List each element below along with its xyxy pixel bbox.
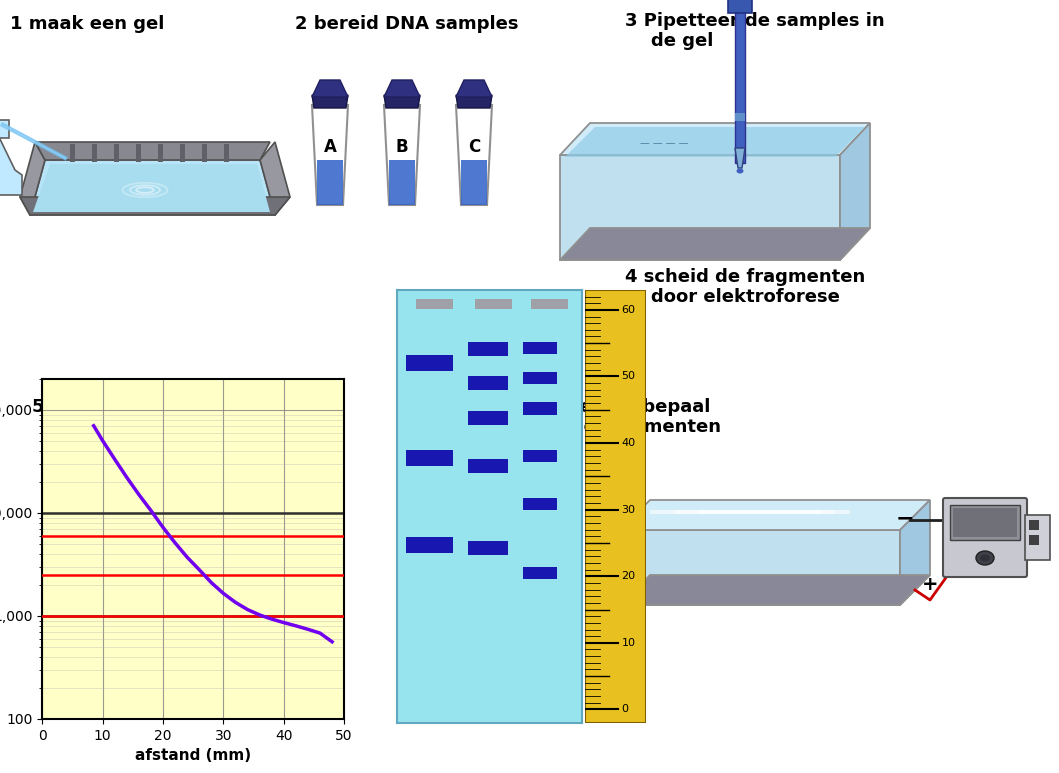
Polygon shape	[620, 500, 930, 530]
Polygon shape	[30, 160, 275, 215]
Text: C: C	[468, 138, 480, 156]
Bar	[523, 567, 557, 579]
Bar	[523, 498, 557, 510]
Bar	[1029, 535, 1039, 545]
Bar	[136, 144, 141, 162]
Text: +: +	[921, 576, 938, 594]
Text: −: −	[896, 508, 914, 528]
Polygon shape	[456, 95, 492, 108]
X-axis label: afstand (mm): afstand (mm)	[136, 748, 251, 763]
Bar	[202, 144, 207, 162]
Text: — — — —: — — — —	[640, 138, 688, 148]
Text: met bekende fragmenten: met bekende fragmenten	[52, 418, 309, 436]
FancyBboxPatch shape	[943, 498, 1027, 577]
Text: 30: 30	[622, 505, 635, 515]
Bar	[468, 411, 508, 425]
Text: 4 scheid de fragmenten: 4 scheid de fragmenten	[625, 268, 865, 286]
Bar	[180, 144, 185, 162]
Text: de gel: de gel	[651, 32, 714, 50]
Text: 5 maak een standaardcurve: 5 maak een standaardcurve	[32, 398, 313, 416]
Text: 60: 60	[622, 305, 635, 315]
Polygon shape	[384, 95, 420, 108]
Bar	[92, 144, 97, 162]
Bar	[0, 120, 8, 138]
Polygon shape	[312, 95, 348, 108]
Text: de grootte van de fragmenten: de grootte van de fragmenten	[415, 418, 721, 436]
Bar	[70, 144, 75, 162]
Bar	[114, 144, 119, 162]
Text: 10: 10	[622, 638, 635, 648]
Polygon shape	[384, 80, 420, 97]
Polygon shape	[33, 164, 270, 212]
Text: 6 meet de afstanden en bepaal: 6 meet de afstanden en bepaal	[395, 398, 711, 416]
Polygon shape	[620, 530, 900, 605]
Text: door elektroforese: door elektroforese	[651, 288, 840, 306]
Text: B: B	[396, 138, 409, 156]
Ellipse shape	[976, 551, 994, 565]
Polygon shape	[560, 228, 870, 260]
Bar	[468, 376, 508, 390]
Ellipse shape	[980, 554, 990, 561]
Polygon shape	[735, 148, 744, 168]
Polygon shape	[312, 105, 348, 205]
Bar	[950, 505, 1020, 540]
Polygon shape	[620, 575, 930, 605]
Bar	[225, 144, 229, 162]
Polygon shape	[900, 500, 930, 605]
Polygon shape	[560, 155, 840, 260]
Polygon shape	[261, 142, 290, 215]
Text: 2 bereid DNA samples: 2 bereid DNA samples	[295, 15, 519, 33]
Bar	[728, 0, 752, 13]
Text: 20: 20	[622, 571, 635, 581]
Bar	[675, 510, 834, 514]
Polygon shape	[317, 160, 343, 205]
Polygon shape	[566, 127, 865, 157]
Bar	[531, 298, 568, 309]
Bar	[523, 372, 557, 384]
Polygon shape	[461, 160, 487, 205]
Bar	[650, 510, 850, 514]
Bar	[158, 144, 163, 162]
Text: 40: 40	[622, 438, 635, 448]
Polygon shape	[20, 197, 290, 215]
Text: A: A	[324, 138, 337, 156]
Bar	[1025, 515, 1051, 560]
Polygon shape	[456, 105, 492, 205]
Bar	[474, 298, 513, 309]
Bar	[468, 541, 508, 555]
Bar	[735, 10, 744, 163]
Bar	[953, 508, 1017, 537]
Text: 0: 0	[622, 704, 628, 714]
Bar	[407, 355, 453, 371]
Bar	[523, 403, 557, 415]
Polygon shape	[456, 80, 492, 97]
Polygon shape	[840, 123, 870, 260]
Bar	[523, 342, 557, 354]
Bar	[468, 458, 508, 472]
Bar	[416, 298, 453, 309]
Bar	[735, 113, 744, 121]
Bar	[407, 450, 453, 466]
Bar	[468, 342, 508, 356]
Bar	[700, 510, 820, 514]
Bar	[523, 450, 557, 462]
Bar	[1029, 520, 1039, 530]
Polygon shape	[560, 123, 870, 155]
Polygon shape	[384, 105, 420, 205]
Polygon shape	[20, 142, 44, 215]
Text: 50: 50	[622, 372, 635, 381]
Text: 1 maak een gel: 1 maak een gel	[10, 15, 164, 33]
Text: 3 Pipetteer de samples in: 3 Pipetteer de samples in	[625, 12, 884, 30]
Ellipse shape	[736, 169, 743, 173]
Polygon shape	[35, 142, 270, 160]
Polygon shape	[312, 80, 348, 97]
Polygon shape	[389, 160, 415, 205]
Polygon shape	[0, 135, 22, 195]
Bar	[407, 536, 453, 553]
